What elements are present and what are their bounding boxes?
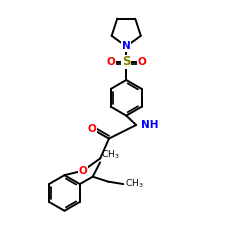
Text: N: N [122,42,130,51]
Text: O: O [137,57,146,67]
Text: S: S [122,56,130,68]
Text: O: O [78,166,87,176]
Text: CH$_3$: CH$_3$ [124,178,143,190]
Text: O: O [106,57,115,67]
Text: CH$_3$: CH$_3$ [101,148,120,161]
Text: O: O [87,124,96,134]
Text: NH: NH [140,120,158,130]
